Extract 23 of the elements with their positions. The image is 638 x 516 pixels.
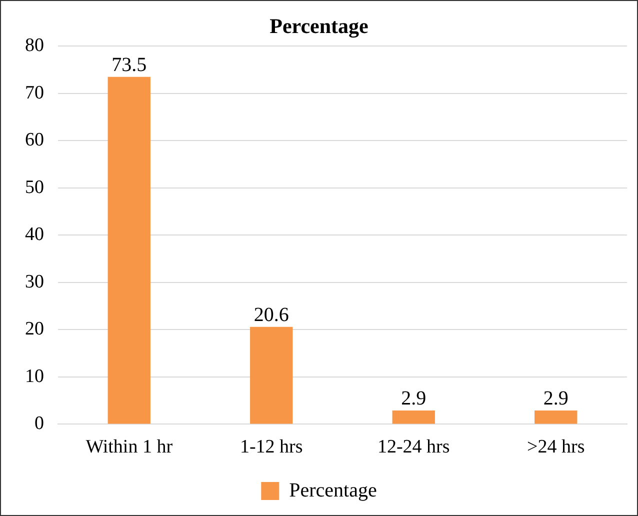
- y-tick-label: 50: [25, 176, 44, 198]
- bar: [392, 410, 435, 424]
- y-tick-label: 20: [25, 318, 44, 340]
- data-label: 2.9: [401, 388, 426, 410]
- x-tick-label: >24 hrs: [527, 436, 585, 458]
- data-label: 2.9: [543, 388, 568, 410]
- y-tick-label: 10: [25, 366, 44, 387]
- y-tick-label: 40: [25, 224, 44, 246]
- bar: [108, 76, 150, 424]
- data-label: 20.6: [254, 304, 289, 326]
- x-tick-label: 12-24 hrs: [377, 436, 450, 458]
- legend-label: Percentage: [289, 479, 377, 502]
- bar: [250, 326, 293, 424]
- y-tick-label: 30: [25, 271, 44, 292]
- y-tick-label: 0: [34, 413, 44, 434]
- bar: [534, 410, 578, 424]
- data-label: 73.5: [112, 54, 147, 76]
- y-tick-label: 80: [25, 35, 44, 56]
- x-tick-label: Within 1 hr: [86, 436, 174, 458]
- y-tick-label: 60: [25, 130, 44, 151]
- chart-title: Percentage: [270, 14, 368, 38]
- y-tick-label: 70: [25, 82, 44, 104]
- x-tick-label: 1-12 hrs: [240, 436, 303, 458]
